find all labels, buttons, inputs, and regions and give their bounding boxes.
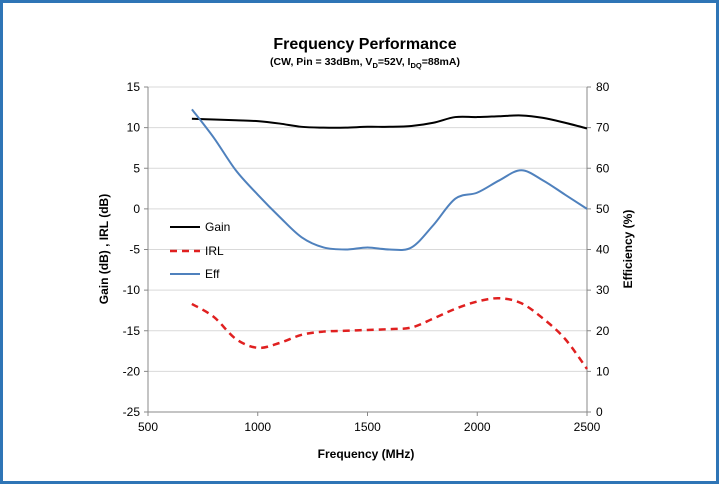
series-line-irl [191,296,589,370]
grid [148,86,587,372]
chart-subtitle: (CW, Pin = 33dBm, VD=52V, IDQ=88mA) [270,56,460,70]
y-right-tick-label: 70 [596,121,610,135]
y-left-tick-label: -25 [123,405,141,419]
y-left-tick-label: 10 [127,121,141,135]
y-right-tick-label: 60 [596,161,610,175]
y-right-tick-label: 40 [596,243,610,257]
y-left-tick-label: -5 [129,243,140,257]
series-line-eff [191,108,588,252]
x-tick-label: 500 [138,420,158,434]
x-tick-label: 1000 [244,420,271,434]
x-tick-label: 2000 [464,420,491,434]
legend-label-irl: IRL [205,244,224,258]
axes [144,86,591,416]
legend-label-eff: Eff [205,267,220,281]
chart-title: Frequency Performance [273,36,456,53]
x-tick-label: 2500 [574,420,601,434]
y-left-tick-label: -10 [123,283,141,297]
y-right-tick-label: 80 [596,80,610,94]
y-axis-right-title: Efficiency (%) [621,210,635,289]
y-right-tick-label: 0 [596,405,603,419]
tick-labels: 15 80 10 70 5 60 0 50 -5 40 -10 30 -15 20 -20 10 -25 0 500… [123,80,610,434]
y-axis-left-title: Gain (dB) , IRL (dB) [97,194,111,304]
series-line-gain [191,114,588,130]
y-left-tick-label: 5 [133,161,140,175]
x-axis-title: Frequency (MHz) [318,447,415,461]
y-right-tick-label: 20 [596,324,610,338]
legend: Gain IRL Eff [170,220,230,281]
legend-label-gain: Gain [205,220,230,234]
y-right-tick-label: 50 [596,202,610,216]
y-left-tick-label: -20 [123,364,141,378]
y-right-tick-label: 30 [596,283,610,297]
x-tick-label: 1500 [354,420,381,434]
y-left-tick-label: -15 [123,324,141,338]
y-right-tick-label: 10 [596,364,610,378]
y-left-tick-label: 0 [133,202,140,216]
y-left-tick-label: 15 [127,80,141,94]
series-lines [191,108,589,370]
